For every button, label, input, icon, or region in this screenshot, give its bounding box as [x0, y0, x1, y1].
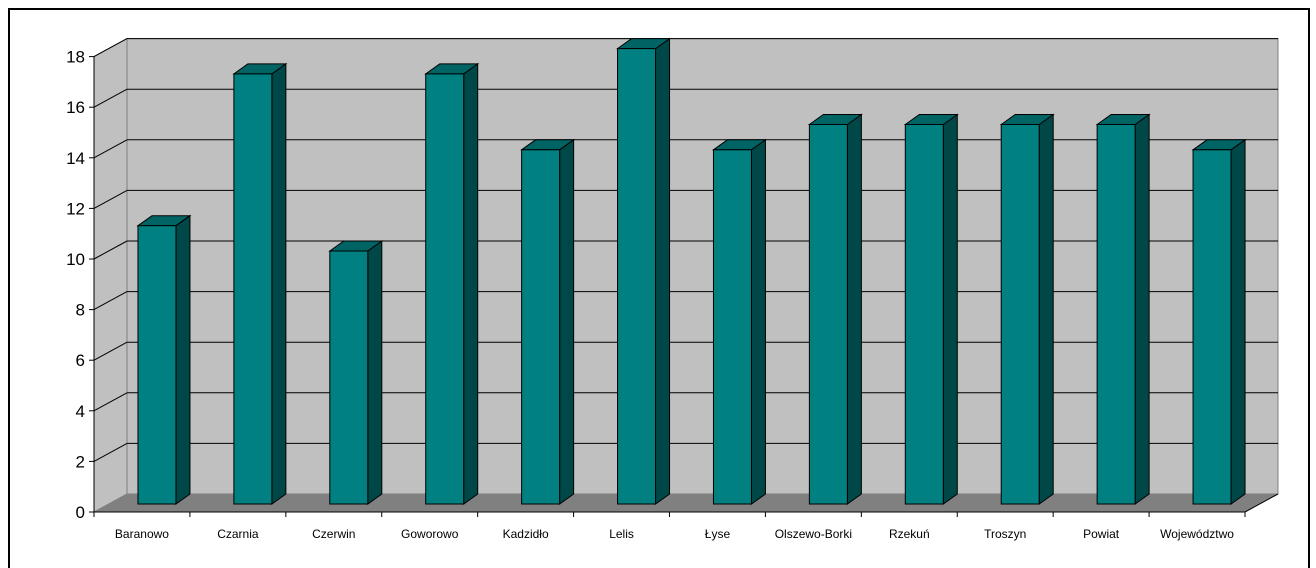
x-category-label: Powiat [1083, 527, 1120, 541]
x-category-label: Rzekuń [889, 527, 930, 541]
bar-front [617, 48, 657, 505]
x-category-label: Troszyn [984, 527, 1026, 541]
gridline-side [93, 38, 128, 58]
bar [999, 113, 1055, 505]
chart-frame [8, 8, 1310, 568]
y-tick-label: 18 [66, 48, 85, 67]
bar-front [1000, 124, 1040, 505]
y-tick-label: 10 [66, 250, 85, 269]
bar-side [1230, 138, 1246, 505]
bar [424, 62, 480, 505]
bar-side [1134, 113, 1150, 505]
bar-side [559, 138, 575, 505]
bar-front [904, 124, 944, 505]
floor [94, 494, 1278, 512]
gridline-side [93, 291, 128, 311]
gridline-side [93, 240, 128, 260]
bar [1191, 138, 1247, 505]
y-tick-label: 6 [76, 351, 85, 370]
x-axis-depth [1244, 493, 1279, 513]
gridline-side [93, 341, 128, 361]
bar-front [233, 73, 273, 505]
gridlines [93, 38, 1278, 462]
axes [89, 56, 1279, 517]
bar-side [463, 62, 479, 505]
y-tick-label: 8 [76, 301, 85, 320]
gridline-side [93, 139, 128, 159]
bar-side [750, 138, 766, 505]
bars [136, 37, 1247, 505]
bar-front [329, 250, 369, 505]
chart-walls [93, 37, 1279, 513]
bar-side [175, 214, 191, 505]
bar [711, 138, 768, 505]
x-category-label: Goworowo [401, 527, 459, 541]
bar-side [942, 113, 958, 505]
y-tick-label: 14 [66, 149, 85, 168]
y-tick-label: 4 [76, 402, 85, 421]
bar-front [1096, 124, 1136, 505]
bar [136, 214, 192, 505]
x-category-label: Kadzidło [503, 527, 549, 541]
y-tick-label: 12 [66, 199, 85, 218]
bar-front [1192, 149, 1232, 505]
bar-side [846, 113, 862, 505]
x-category-label: Olszewo-Borki [775, 527, 852, 541]
bar [807, 113, 863, 505]
x-category-label: Czerwin [312, 527, 355, 541]
bar-side [271, 62, 287, 505]
bar-side [1038, 113, 1054, 505]
gridline-side [93, 88, 128, 108]
side-wall [93, 37, 128, 513]
x-category-label: Czarnia [217, 527, 259, 541]
bar-front [137, 225, 177, 505]
bar [1095, 113, 1151, 505]
bar [903, 113, 959, 505]
y-tick-label: 2 [76, 452, 85, 471]
x-category-label: Lelis [609, 527, 634, 541]
bar [328, 240, 384, 505]
bar-front [521, 149, 561, 505]
bar-front [712, 149, 752, 505]
y-tick-label: 0 [76, 503, 85, 522]
gridline-side [93, 442, 128, 462]
y-tick-labels: 0 2 4 6 8 10 12 14 16 18 [66, 48, 85, 522]
gridline-side [93, 189, 128, 209]
bar-side [655, 37, 671, 505]
bar-front [808, 124, 848, 505]
y-tick-label: 16 [66, 98, 85, 117]
gridline-side [93, 392, 128, 412]
bar [615, 37, 672, 505]
x-category-labels: Baranowo Czarnia Czerwin Goworowo Kadzidło Le… [115, 527, 1234, 541]
x-category-label: Łyse [705, 527, 731, 541]
bar-side [367, 240, 383, 505]
bar-front [425, 73, 465, 505]
x-category-label: Województwo [1160, 527, 1234, 541]
bar [520, 138, 576, 505]
x-category-label: Baranowo [115, 527, 169, 541]
bar [232, 62, 288, 505]
